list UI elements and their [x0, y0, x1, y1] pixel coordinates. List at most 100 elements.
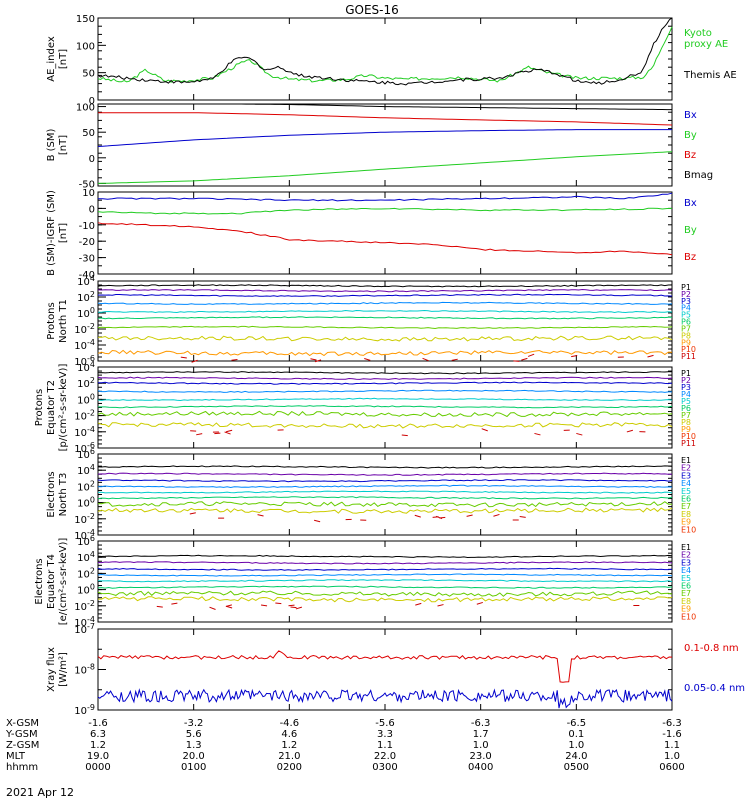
- channel-label: E5: [681, 574, 691, 583]
- channel-label: E9: [681, 605, 691, 614]
- flux-dash: [191, 359, 198, 363]
- y-axis-label: Xray flux: [46, 647, 57, 692]
- flux-dash: [260, 604, 268, 607]
- flux-line-7: [97, 590, 673, 597]
- y-axis-label: North T3: [58, 473, 69, 517]
- panel-2: -40 -30 -20 -10 0 10 B (SM)-IGRF (SM) [nT] Bx By B…: [46, 188, 697, 281]
- y-tick-label: 10-2: [74, 409, 95, 423]
- row-value: 1.1: [664, 740, 680, 751]
- row-value: 4.6: [281, 729, 297, 740]
- flux-line-5: [97, 579, 673, 583]
- channel-label: E4: [681, 566, 691, 575]
- row-value: 21.0: [278, 751, 300, 762]
- flux-line-2: [97, 376, 673, 380]
- legend-label: Bmag: [684, 170, 713, 181]
- flux-line-7: [97, 501, 672, 508]
- row-value: 6.3: [90, 729, 106, 740]
- y-tick-label: 100: [77, 496, 95, 510]
- row-value: -6.5: [567, 718, 587, 729]
- row-value: 0200: [277, 762, 302, 773]
- flux-line-3: [97, 567, 673, 571]
- channel-label: P2: [681, 290, 691, 299]
- flux-dash: [189, 512, 196, 515]
- channel-label: P6: [681, 318, 691, 327]
- panel-frame: [97, 628, 673, 711]
- flux-line-1: [97, 554, 673, 559]
- flux-dash: [225, 605, 233, 609]
- row-label: Z-GSM: [6, 740, 39, 751]
- y-axis-label: [e/(cm²-s-sr-keV)]: [58, 538, 69, 626]
- channel-label: P8: [681, 418, 691, 427]
- flux-line-5: [97, 397, 673, 402]
- channel-label: E9: [681, 518, 691, 527]
- date-label: 2021 Apr 12: [6, 786, 74, 799]
- y-tick-label: 10-6: [74, 441, 95, 455]
- y-tick-label: 10-2: [74, 599, 95, 613]
- panel-7: 10-7 10-8 10-9 Xray flux [W/m²] 0.1-0.8 nm 0.0…: [46, 622, 745, 717]
- y-tick-label: 0: [89, 154, 95, 165]
- row-label: hhmm: [6, 762, 38, 773]
- row-value: 22.0: [374, 751, 396, 762]
- row-value: -4.6: [280, 718, 300, 729]
- flux-line-5: [97, 309, 673, 314]
- flux-dash: [180, 356, 187, 359]
- channel-label: E8: [681, 597, 691, 606]
- y-tick-label: 10-4: [74, 338, 95, 352]
- flux-dash: [401, 434, 408, 437]
- row-value: 0.1: [568, 729, 584, 740]
- y-tick-label: 102: [77, 479, 95, 493]
- y-tick-label: -30: [79, 254, 95, 265]
- flux-dash: [290, 606, 297, 609]
- panel-frame: [97, 17, 673, 101]
- row-value: 1.7: [473, 729, 489, 740]
- flux-dash: [414, 514, 421, 518]
- flux-dash: [196, 433, 203, 436]
- channel-label: P1: [681, 369, 691, 378]
- y-axis-label: Equator T4: [46, 554, 57, 609]
- flux-dash: [647, 354, 654, 358]
- row-value: 19.0: [87, 751, 109, 762]
- y-axis-label-group: Protons Equator T2 [p/(cm²-s-sr-keV)]: [34, 364, 69, 452]
- flux-dash: [422, 357, 429, 362]
- channel-label: P5: [681, 311, 691, 320]
- channel-label: P6: [681, 404, 691, 413]
- flux-dash: [288, 604, 295, 607]
- y-axis-label-group: Electrons Equator T4 [e/(cm²-s-sr-keV)]: [34, 538, 69, 626]
- channel-label: P5: [681, 397, 691, 406]
- flux-line-1: [97, 371, 672, 375]
- row-value: 5.6: [186, 729, 202, 740]
- y-tick-label: -20: [79, 237, 95, 248]
- flux-dash: [314, 359, 322, 363]
- flux-dash: [513, 360, 520, 362]
- row-value: 1.2: [281, 740, 297, 751]
- flux-line-7: [97, 410, 673, 418]
- bottom-axis: X-GSM -1.6 -3.2 -4.6 -5.6 -6.3 -6.5 -6.3 Y-GSM 6.…: [5, 718, 685, 773]
- flux-line-8: [97, 422, 673, 429]
- y-tick-label: 104: [77, 463, 95, 477]
- channel-label: E1: [681, 543, 691, 552]
- flux-dash: [521, 357, 528, 361]
- y-axis-label-group: Protons North T1: [46, 299, 69, 343]
- flux-line-4: [97, 389, 672, 393]
- xray-line-1: [97, 688, 673, 709]
- channel-label: P4: [681, 304, 691, 313]
- channel-label: P8: [681, 331, 691, 340]
- row-value: 20.0: [183, 751, 205, 762]
- row-value: 0400: [468, 762, 493, 773]
- y-axis-label-group: Xray flux [W/m²]: [46, 647, 69, 692]
- y-axis-label: B (SM): [46, 128, 57, 161]
- channel-label: P4: [681, 390, 691, 399]
- row-value: -6.3: [471, 718, 491, 729]
- flux-dash: [476, 601, 483, 605]
- channel-label: E8: [681, 510, 691, 519]
- flux-dash: [364, 358, 371, 361]
- y-axis-label: B (SM)-IGRF (SM): [46, 190, 57, 276]
- y-tick-label: 10-7: [74, 622, 95, 636]
- flux-dash: [415, 602, 422, 606]
- series-line-bz: [97, 222, 673, 256]
- flux-line-6: [97, 585, 673, 589]
- panel-6: 106 104 102 100 10-2 10-4 Electrons Equator T4[…: [34, 534, 696, 629]
- y-tick-label: 104: [77, 550, 95, 564]
- flux-dash: [214, 432, 221, 435]
